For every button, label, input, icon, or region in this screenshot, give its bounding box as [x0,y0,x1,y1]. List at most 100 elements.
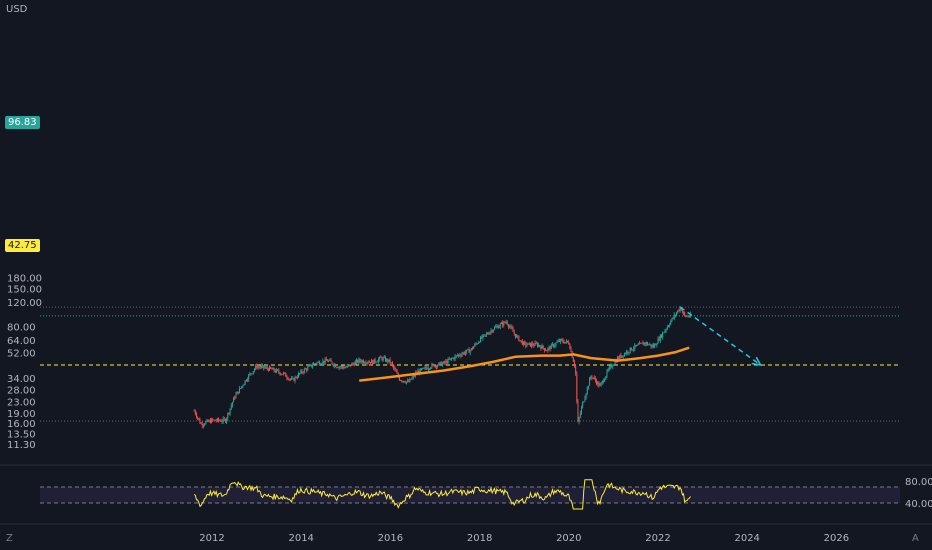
candle-body [222,418,224,422]
candle-body [452,357,454,359]
candle-body [250,373,252,375]
candle-body [466,349,468,353]
candle-body [529,342,531,347]
candle-body [594,378,596,381]
candle-body [660,335,662,338]
candle-body [669,324,671,326]
candle-body [541,345,543,349]
candle-body [677,310,679,313]
candle-body [235,394,237,399]
candle-body [303,369,305,373]
candle-body [329,359,331,361]
rsi-tick-label: 80.00 [905,477,932,488]
candle-body [372,360,374,364]
candle-body [304,368,306,370]
price-tick-label: 52.00 [7,348,36,359]
candle-body [367,362,369,364]
candle-body [244,380,246,385]
candle-body [375,361,377,363]
candle-body [454,356,456,360]
candle-body [278,370,280,373]
candle-body [688,316,690,318]
candle-body [339,366,341,368]
candle-body [490,330,492,333]
candle-body [413,375,415,377]
candle-body [497,326,499,329]
candle-body [265,367,267,368]
candle-body [380,356,382,358]
candle-body [542,345,544,349]
candle-body [320,364,322,366]
candle-body [374,359,376,363]
candle-body [219,420,221,422]
candle-body [663,332,665,334]
candle-body [257,366,259,368]
price-tick-label: 80.00 [7,322,36,333]
candle-body [410,378,412,380]
auto-scale-toggle[interactable]: A [912,533,919,544]
rsi-band [40,487,900,503]
candle-body [202,424,204,426]
candle-body [434,365,436,367]
candle-body [221,421,223,423]
candle-body [335,364,337,368]
candle-body [343,367,345,369]
time-tick-label: 2016 [378,533,403,544]
candle-body [288,378,290,380]
candle-body [267,368,269,371]
candle-body [551,344,553,346]
candle-body [591,376,593,378]
log-scale-toggle[interactable]: Z [6,533,13,544]
candle-body [266,367,268,369]
candle-body [417,370,419,373]
candle-body [476,343,478,345]
candle-body [564,341,566,344]
candle-body [606,370,608,377]
rsi-tick-label: 40.00 [905,499,932,510]
candle-body [205,421,207,425]
candle-body [574,361,576,367]
candle-body [247,379,249,381]
candle-body [356,360,358,362]
candle-body [427,368,429,370]
candle-body [274,370,276,373]
candle-body [620,355,622,358]
candle-body [627,351,629,353]
candle-body [420,368,422,370]
candle-body [271,368,273,370]
candle-body [684,312,686,316]
candle-body [259,366,261,368]
time-tick-label: 2018 [467,533,492,544]
candle-body [601,380,603,383]
candle-body [640,343,642,344]
candle-body [549,346,551,350]
candle-body [645,342,647,344]
projection-arrow[interactable] [679,306,762,366]
candle-body [471,348,473,349]
candle-body [218,418,220,421]
target-price-tag: 42.75 [5,239,40,252]
candle-body [535,342,537,344]
candle-body [481,337,483,339]
candle-body [575,366,577,374]
candle-body [621,355,623,358]
candle-body [436,365,438,367]
candle-body [647,342,649,345]
currency-label: USD [6,4,28,15]
candle-body [585,393,587,398]
candle-body [539,345,541,347]
candle-body [279,372,281,375]
candle-body [488,333,490,335]
candle-body [215,420,217,422]
candle-body [652,345,654,348]
moving-average-line[interactable] [359,346,690,382]
candle-body [389,359,391,363]
candle-body [404,382,406,383]
candle-body [482,335,484,339]
candle-body [269,366,271,371]
candle-body [607,369,609,371]
candle-body [545,350,547,352]
candle-body [382,357,384,360]
candle-body [649,344,651,346]
